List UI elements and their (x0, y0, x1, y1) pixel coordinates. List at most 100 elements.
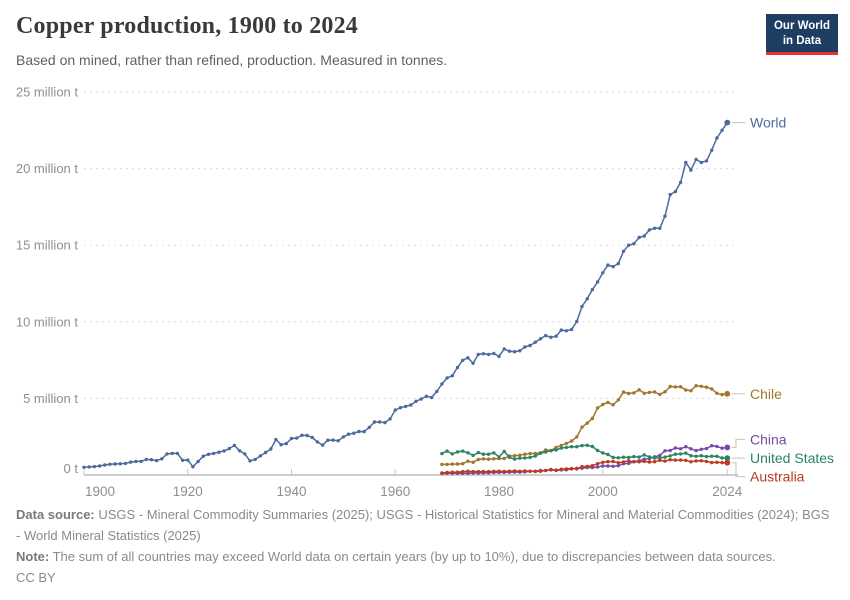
data-point (518, 349, 522, 353)
data-point (357, 429, 361, 434)
series-line-united-states[interactable]: United States (440, 443, 834, 467)
data-point (533, 451, 537, 456)
data-point (305, 433, 309, 438)
data-point (497, 354, 501, 359)
data-point (372, 420, 377, 424)
data-point (310, 435, 314, 440)
data-point (445, 376, 449, 380)
series-label-china[interactable]: China (750, 431, 787, 447)
note-label: Note: (16, 549, 50, 564)
data-point (601, 451, 605, 455)
owid-logo-line1: Our World (773, 20, 830, 32)
x-axis-label: 1980 (484, 484, 514, 499)
data-point (595, 448, 600, 453)
data-point (632, 454, 636, 459)
data-point (186, 458, 190, 462)
data-point (533, 340, 537, 344)
series-label-world[interactable]: World (750, 115, 786, 131)
data-point (398, 406, 403, 410)
owid-logo-line2: in Data (782, 34, 822, 47)
data-point (393, 408, 397, 412)
data-source-value: USGS - Mineral Commodity Summaries (2025… (16, 507, 830, 543)
data-point (320, 443, 325, 447)
data-point (585, 297, 589, 301)
data-point (684, 445, 688, 449)
data-point (694, 448, 698, 453)
series-label-chile[interactable]: Chile (750, 386, 782, 402)
data-point (590, 416, 595, 421)
data-point (461, 449, 465, 453)
x-axis-label: 1940 (276, 484, 306, 499)
data-point (611, 403, 615, 407)
leader-line-china (731, 438, 745, 448)
data-point (507, 349, 512, 353)
data-point (704, 454, 709, 459)
data-point (616, 398, 620, 402)
data-point (367, 425, 371, 430)
data-point (684, 451, 688, 455)
data-point (528, 343, 532, 348)
data-point (274, 437, 278, 442)
data-point (616, 461, 620, 465)
y-axis-label: 25 million t (16, 85, 79, 100)
data-point (129, 460, 133, 464)
series-endpoint-australia (724, 459, 731, 466)
page-subtitle: Based on mined, rather than refined, pro… (16, 52, 448, 68)
data-point (642, 234, 646, 238)
data-point (637, 460, 641, 464)
series-label-australia[interactable]: Australia (750, 469, 805, 485)
data-point (455, 462, 460, 466)
data-point (108, 462, 112, 466)
data-point (710, 454, 714, 458)
license-link[interactable]: CC BY (16, 570, 56, 585)
data-point (538, 451, 543, 455)
data-point (523, 456, 527, 460)
series-line-australia[interactable]: Australia (440, 458, 805, 485)
data-point (699, 454, 703, 458)
data-point (424, 394, 429, 398)
data-point (315, 440, 320, 444)
data-point (704, 459, 709, 464)
series-label-united-states[interactable]: United States (750, 450, 834, 466)
x-axis-label: 1960 (380, 484, 410, 499)
data-point (502, 456, 506, 461)
data-point (658, 226, 662, 230)
series-line-chile[interactable]: Chile (440, 384, 782, 467)
data-point (295, 436, 299, 440)
series-endpoint-chile (724, 390, 731, 397)
data-point (684, 388, 688, 392)
data-point (616, 456, 620, 460)
data-point (668, 384, 672, 389)
data-point (627, 391, 631, 396)
owid-logo[interactable]: Our World in Data (765, 14, 838, 55)
series-line-world[interactable]: World (82, 115, 786, 469)
data-point (518, 453, 522, 457)
data-point (212, 451, 216, 456)
data-point (575, 467, 579, 471)
data-point (616, 464, 620, 468)
note-text: Note: The sum of all countries may excee… (16, 547, 834, 568)
data-point (590, 444, 595, 449)
data-point (606, 263, 610, 267)
data-point (549, 448, 553, 453)
data-point (554, 448, 558, 452)
data-point (248, 459, 252, 463)
data-point (720, 460, 724, 465)
data-point (673, 458, 678, 462)
note-value: The sum of all countries may exceed Worl… (49, 549, 776, 564)
data-point (647, 390, 652, 395)
data-point (134, 459, 138, 464)
data-point (627, 461, 631, 466)
data-point (502, 469, 506, 474)
data-point (118, 462, 123, 466)
data-point (689, 389, 693, 393)
data-point (694, 454, 698, 458)
data-point (92, 464, 97, 469)
data-point (689, 168, 693, 172)
data-point (502, 347, 506, 351)
data-point (497, 469, 501, 473)
data-point (652, 390, 657, 394)
data-point (637, 235, 641, 240)
data-point (611, 464, 615, 468)
